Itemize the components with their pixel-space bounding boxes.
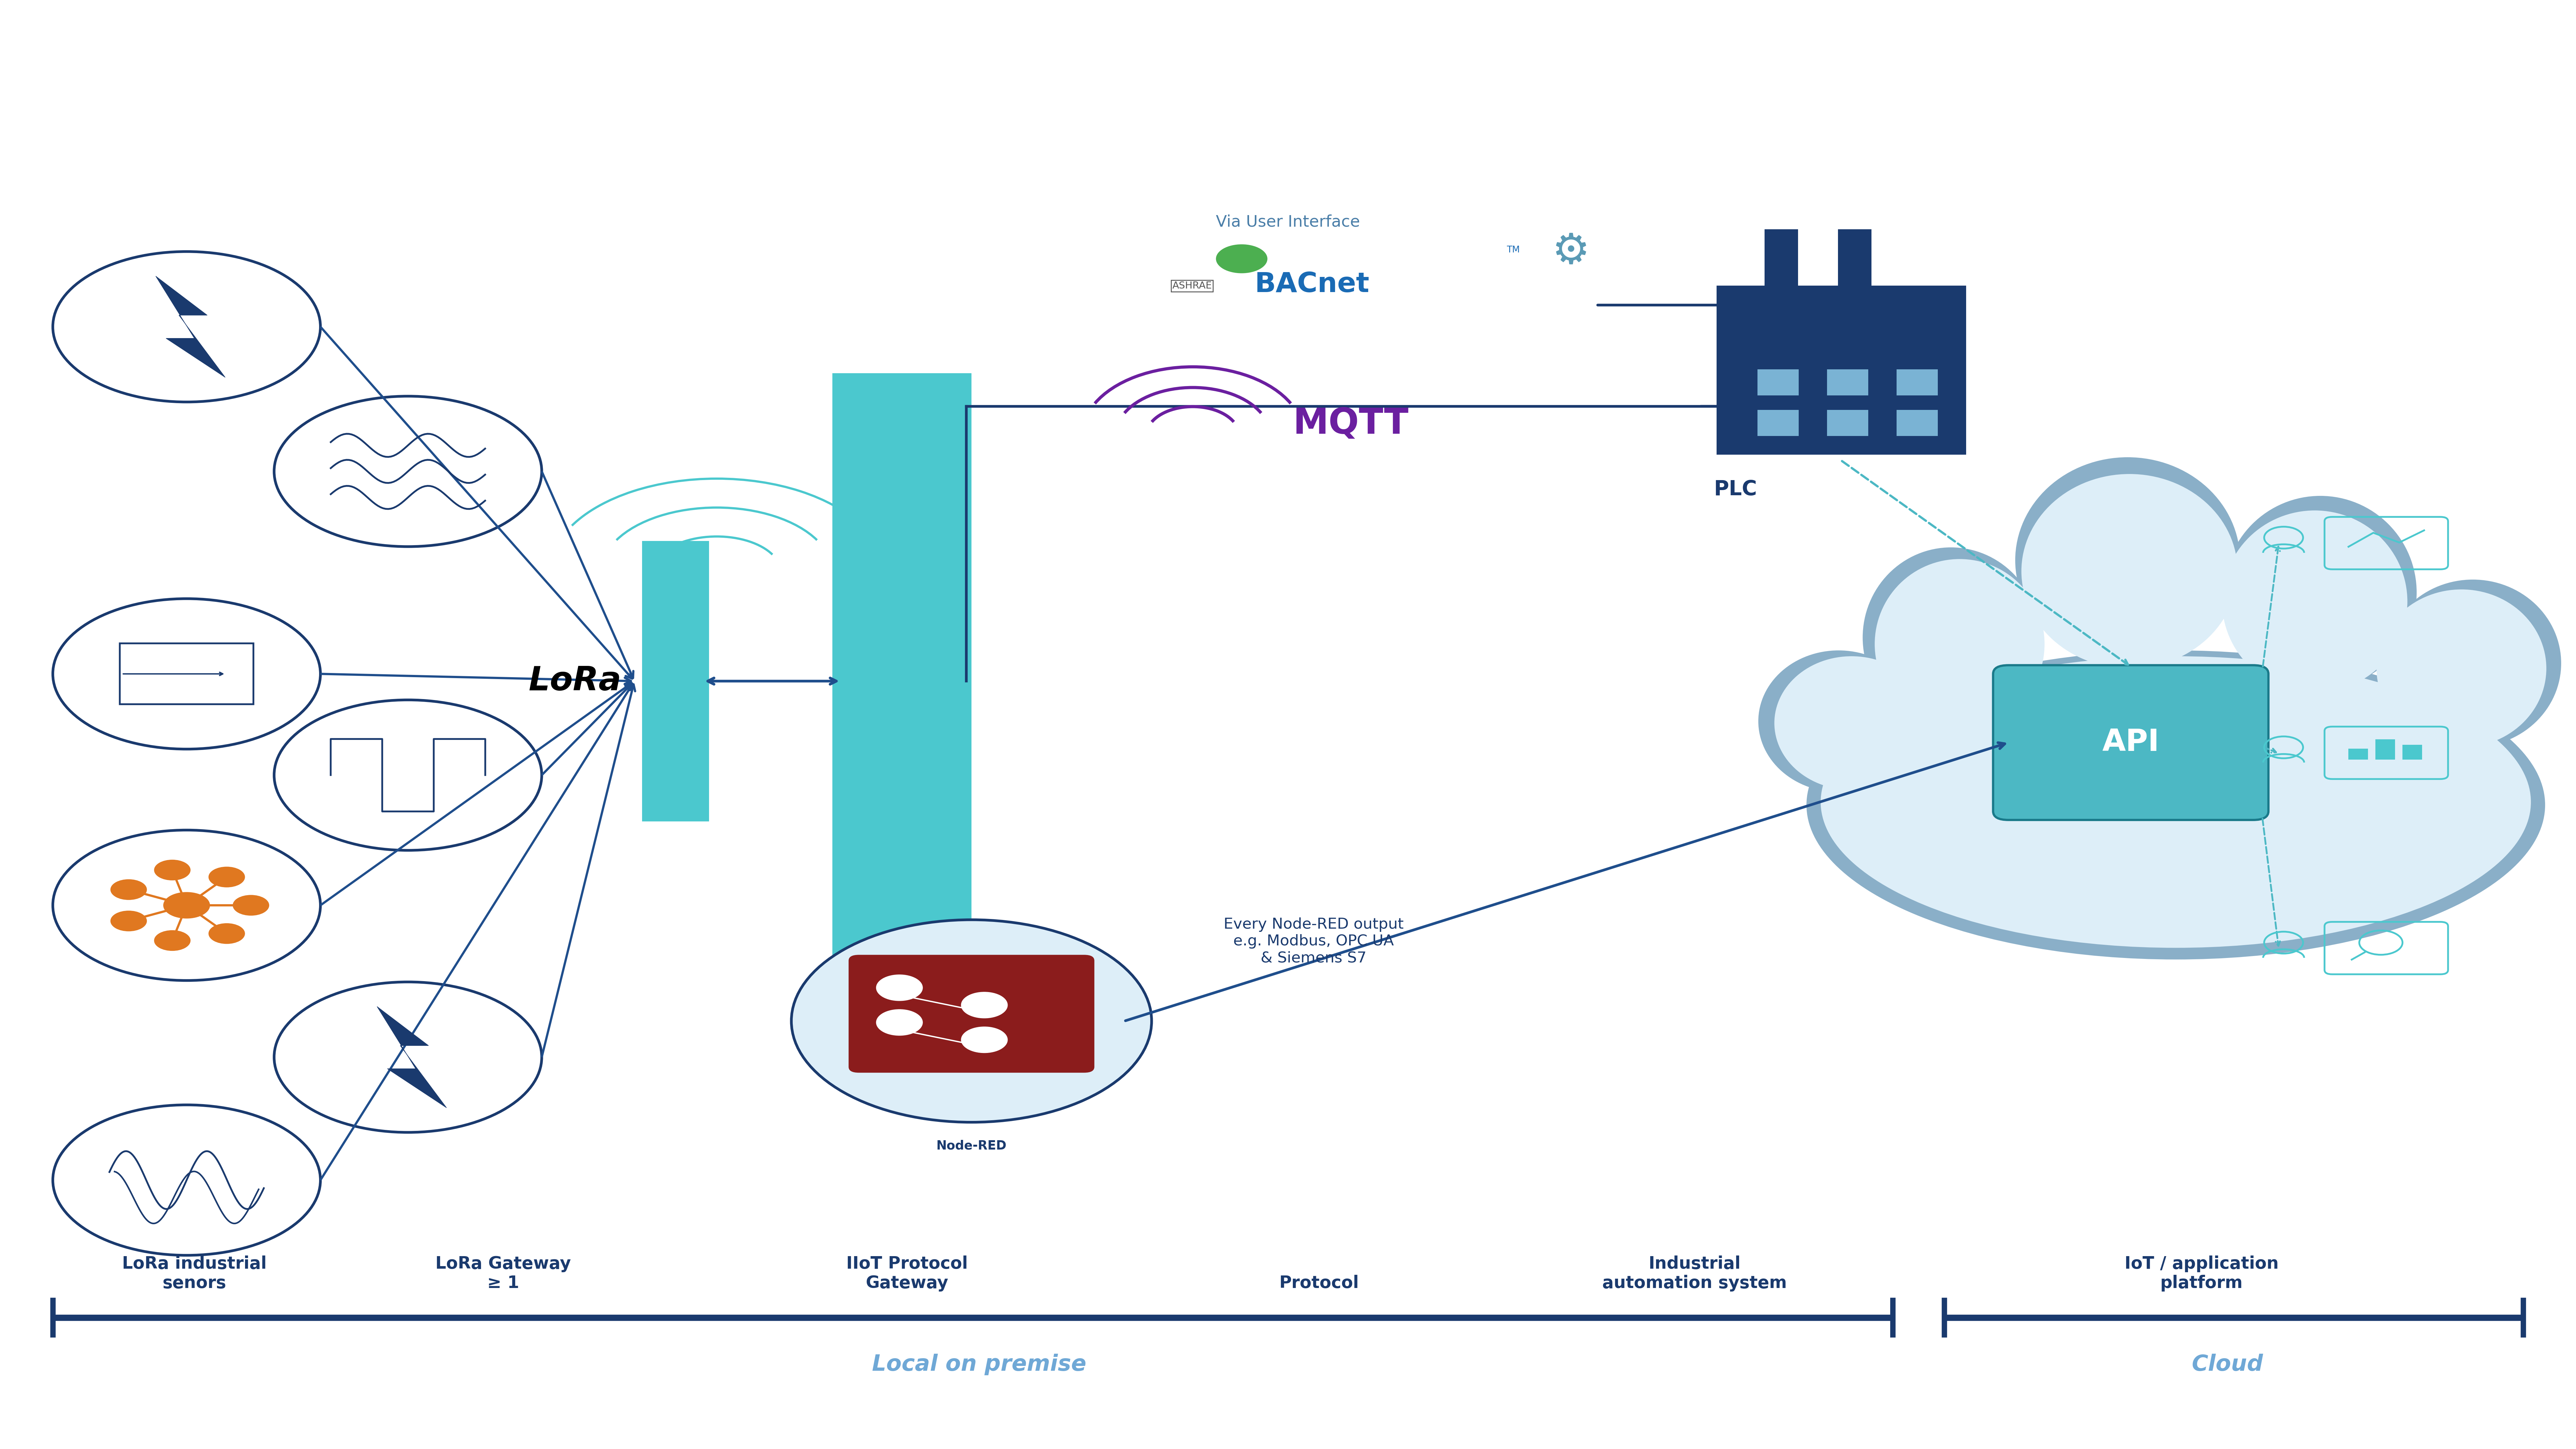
Polygon shape — [376, 1007, 446, 1108]
FancyBboxPatch shape — [1839, 229, 1873, 287]
Ellipse shape — [1875, 559, 2045, 729]
Text: ASHRAE: ASHRAE — [1172, 281, 1211, 291]
Ellipse shape — [1806, 651, 2545, 959]
Circle shape — [209, 923, 245, 943]
Text: LoRa Gateway
≥ 1: LoRa Gateway ≥ 1 — [435, 1255, 572, 1291]
Text: TM: TM — [1507, 245, 1520, 255]
FancyBboxPatch shape — [1716, 285, 1965, 455]
Text: LoRa industrial
senors: LoRa industrial senors — [121, 1255, 268, 1291]
Text: Cloud: Cloud — [2192, 1353, 2262, 1375]
Text: BACnet: BACnet — [1255, 271, 1370, 298]
Circle shape — [155, 859, 191, 880]
Ellipse shape — [1759, 651, 1919, 793]
FancyBboxPatch shape — [1896, 369, 1937, 396]
Circle shape — [111, 911, 147, 932]
Text: IoT / application
platform: IoT / application platform — [2125, 1255, 2280, 1291]
Circle shape — [961, 993, 1007, 1019]
Text: Protocol: Protocol — [1280, 1275, 1358, 1291]
FancyBboxPatch shape — [1896, 410, 1937, 436]
FancyBboxPatch shape — [848, 955, 1095, 1072]
FancyBboxPatch shape — [1757, 410, 1798, 436]
FancyBboxPatch shape — [2349, 749, 2367, 759]
Text: IIoT Protocol
Gateway: IIoT Protocol Gateway — [848, 1255, 969, 1291]
FancyBboxPatch shape — [1826, 410, 1868, 436]
Circle shape — [273, 396, 541, 546]
FancyBboxPatch shape — [1826, 369, 1868, 396]
Circle shape — [791, 920, 1151, 1122]
Circle shape — [52, 1106, 319, 1255]
Text: Every Node-RED output
e.g. Modbus, OPC UA
& Siemens S7: Every Node-RED output e.g. Modbus, OPC U… — [1224, 917, 1404, 965]
Circle shape — [162, 893, 209, 919]
Circle shape — [52, 598, 319, 749]
Polygon shape — [155, 277, 224, 377]
Text: Local on premise: Local on premise — [873, 1353, 1087, 1375]
Ellipse shape — [2378, 590, 2545, 748]
Ellipse shape — [2014, 458, 2241, 664]
Ellipse shape — [1862, 548, 2040, 727]
FancyBboxPatch shape — [2375, 739, 2396, 759]
FancyBboxPatch shape — [1757, 369, 1798, 396]
Circle shape — [111, 880, 147, 900]
Circle shape — [961, 1027, 1007, 1053]
Text: MQTT: MQTT — [1293, 406, 1409, 440]
Ellipse shape — [1775, 656, 1929, 790]
FancyBboxPatch shape — [641, 540, 708, 822]
Text: Via User Interface: Via User Interface — [1216, 214, 1360, 230]
Circle shape — [52, 252, 319, 401]
Circle shape — [876, 975, 922, 1001]
Text: ⚙: ⚙ — [1551, 232, 1589, 272]
Text: LoRa: LoRa — [528, 665, 621, 697]
Ellipse shape — [1821, 656, 2530, 948]
Circle shape — [273, 982, 541, 1132]
FancyBboxPatch shape — [1994, 665, 2269, 820]
Text: Node-RED: Node-RED — [935, 1139, 1007, 1152]
Circle shape — [155, 930, 191, 951]
FancyBboxPatch shape — [2403, 745, 2421, 759]
FancyBboxPatch shape — [832, 372, 971, 990]
Circle shape — [876, 1010, 922, 1036]
Ellipse shape — [2223, 496, 2416, 690]
Ellipse shape — [2223, 510, 2409, 693]
Circle shape — [52, 830, 319, 981]
Circle shape — [273, 700, 541, 851]
Text: PLC: PLC — [1713, 480, 1757, 500]
Ellipse shape — [2022, 474, 2239, 668]
Circle shape — [232, 895, 268, 916]
Text: API: API — [2102, 727, 2159, 758]
FancyBboxPatch shape — [1765, 229, 1798, 287]
Circle shape — [1216, 245, 1267, 274]
Text: Industrial
automation system: Industrial automation system — [1602, 1255, 1788, 1291]
Ellipse shape — [2385, 580, 2561, 748]
Circle shape — [209, 867, 245, 887]
